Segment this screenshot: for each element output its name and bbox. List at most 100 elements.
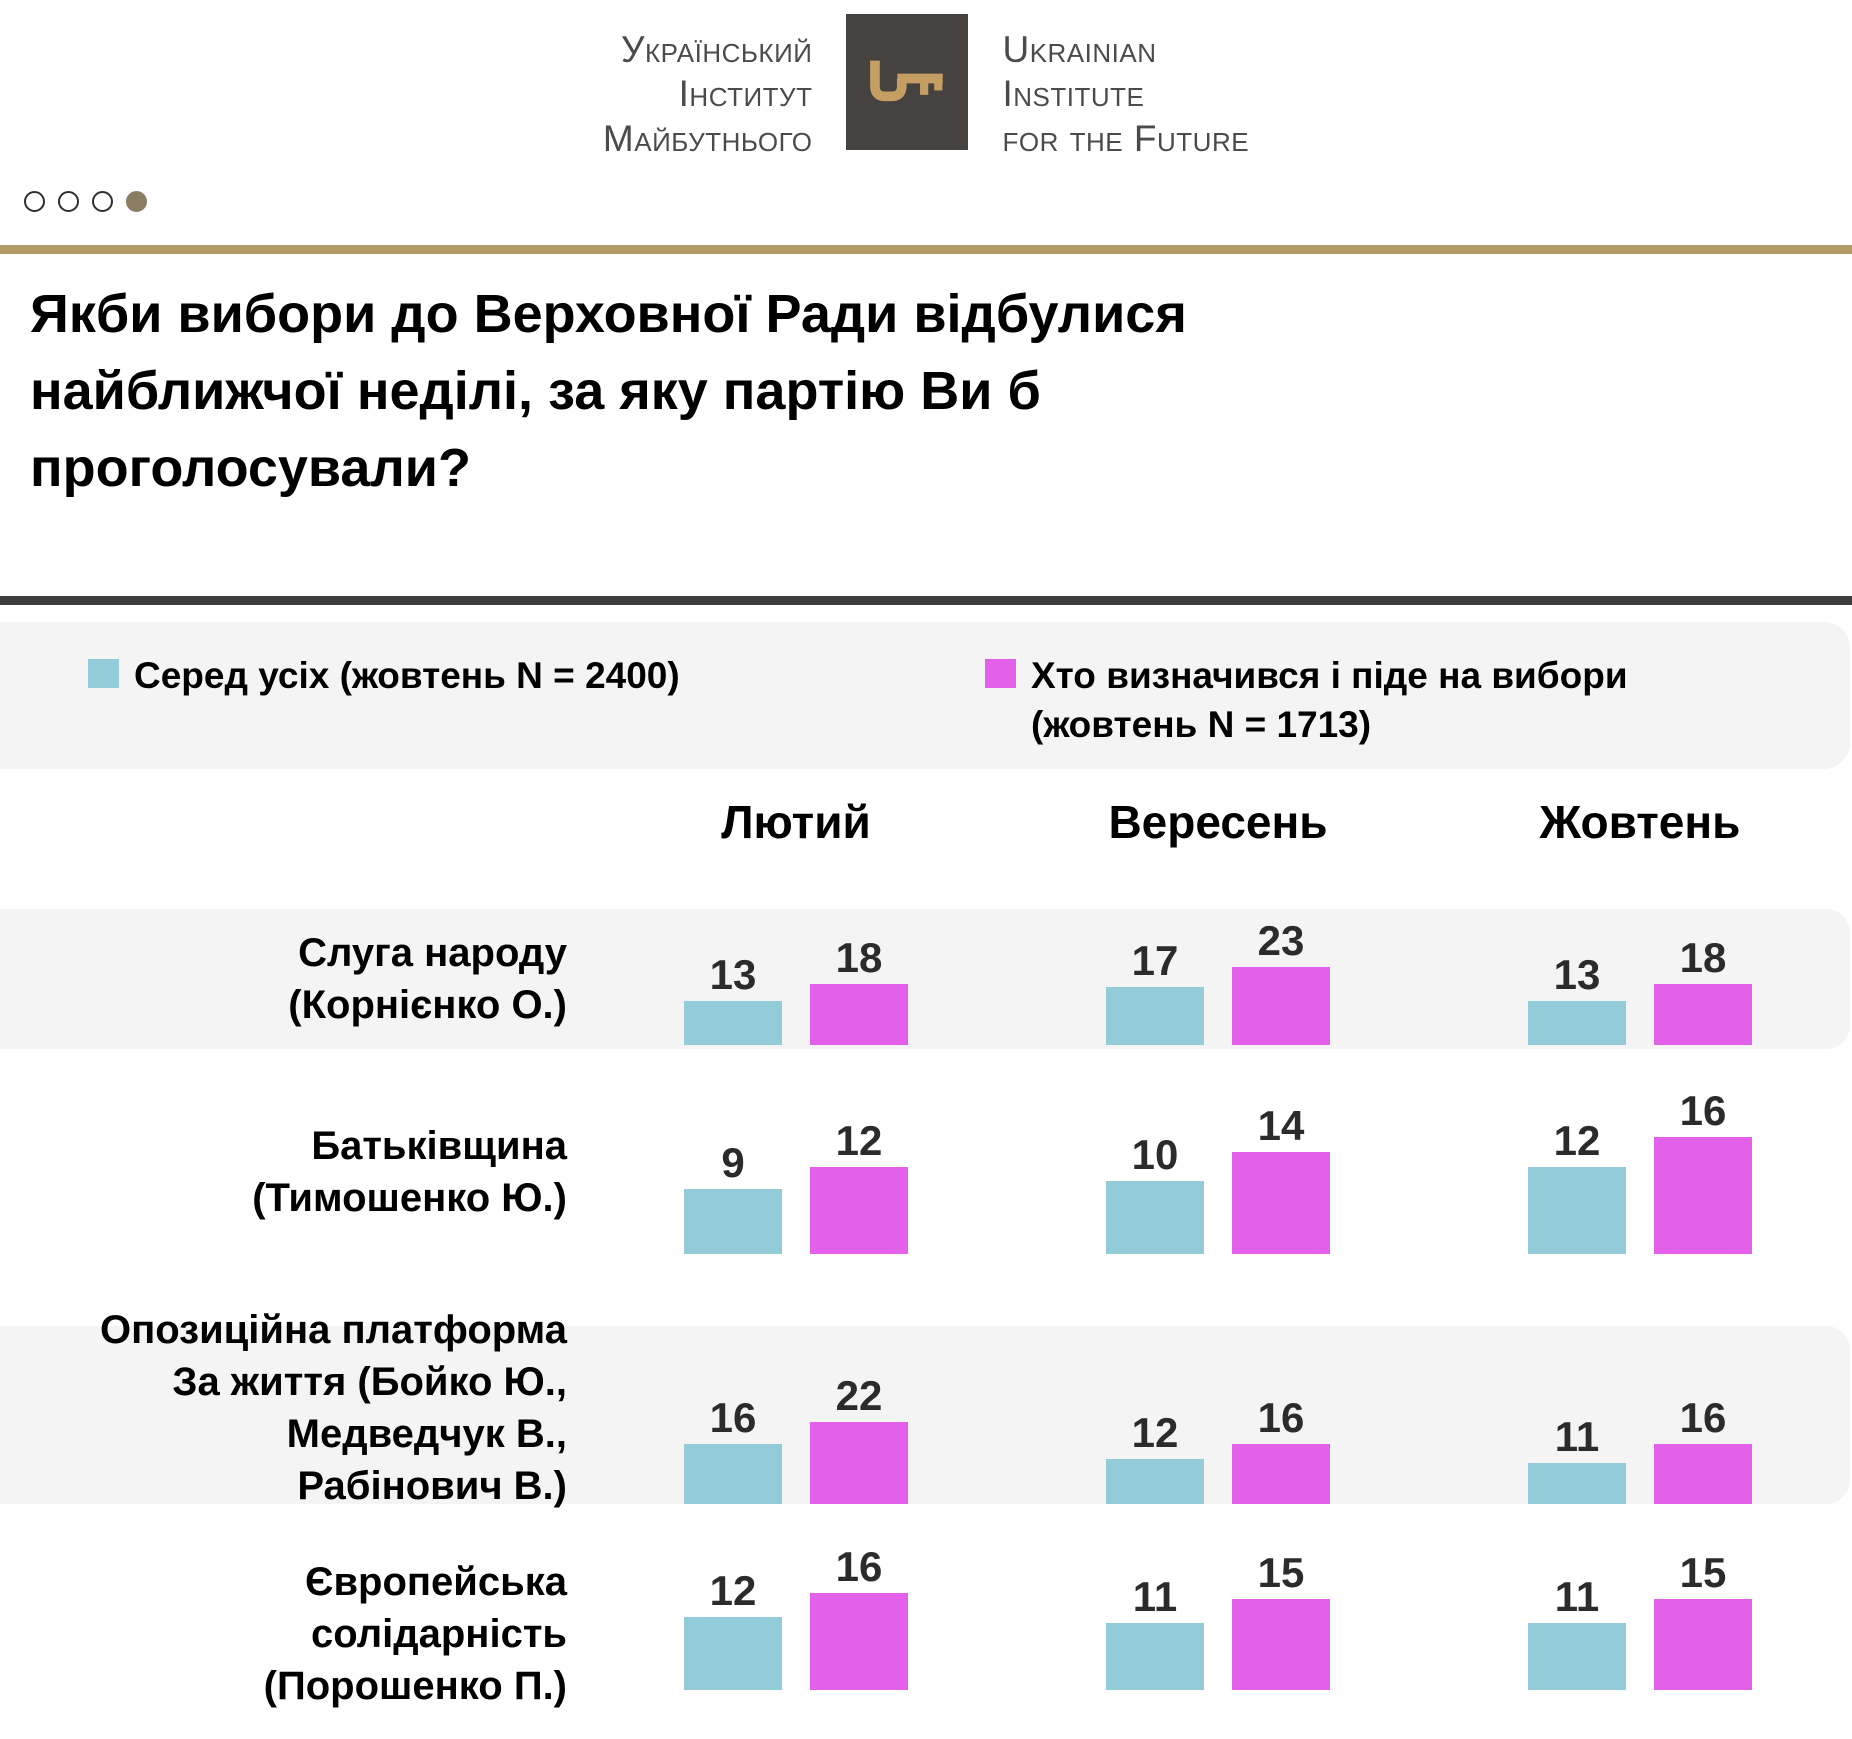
bar-value-label: 16 (835, 1542, 883, 1590)
party-label-line: (Тимошенко Ю.) (252, 1175, 567, 1220)
bar-decided-voters (1654, 1444, 1752, 1505)
bar-all-respondents (1528, 1623, 1626, 1691)
party-label-line: Медведчук В., (286, 1412, 567, 1457)
bar-value-label: 9 (721, 1138, 745, 1186)
bar-value-label: 10 (1131, 1131, 1179, 1179)
legend-swatch-all (88, 659, 119, 689)
gold-divider (0, 245, 1852, 255)
dark-divider (0, 596, 1852, 606)
legend-label-line: Хто визначився і піде на вибори (1031, 655, 1628, 697)
legend-label: Хто визначився і піде на вибори (жовтень … (1031, 652, 1628, 750)
bar-group: 16 (810, 1542, 908, 1691)
bar-pair: 13 18 (1429, 909, 1851, 1049)
legend-swatch-decided (985, 659, 1016, 689)
party-label-line: Рабінович В.) (297, 1464, 567, 1509)
bar-pair: 12 16 (1007, 1304, 1429, 1512)
bar-group: 22 (810, 1371, 908, 1505)
bar-decided-voters (1654, 1137, 1752, 1255)
legend-label-line: Серед усіх (жовтень N = 2400) (134, 655, 680, 697)
bar-group: 16 (1654, 1090, 1752, 1255)
bar-group: 18 (1654, 934, 1752, 1046)
bar-value-label: 16 (1257, 1394, 1305, 1442)
logo-line: Institute (1002, 73, 1145, 115)
bar-value-label: 22 (835, 1371, 883, 1419)
bar-value-label: 11 (1132, 1573, 1178, 1621)
title-line: Якби вибори до Верховної Ради відбулися (30, 284, 1187, 345)
bar-value-label: 12 (835, 1116, 883, 1164)
bar-value-label: 15 (1257, 1548, 1305, 1596)
party-label: Слуга народу (Корнієнко О.) (0, 909, 585, 1049)
bar-value-label: 12 (1131, 1409, 1179, 1457)
bar-value-label: 18 (835, 934, 883, 981)
bar-value-label: 12 (709, 1567, 757, 1614)
bar-group: 16 (1232, 1394, 1330, 1505)
bar-group: 9 (684, 1138, 782, 1255)
bar-value-label: 13 (709, 951, 757, 998)
legend-item: Серед усіх (жовтень N = 2400) (88, 652, 680, 701)
bar-value-label: 12 (1553, 1116, 1601, 1164)
bar-decided-voters (810, 1166, 908, 1255)
carousel-dot-filled[interactable] (126, 191, 147, 213)
title-line: проголосували? (30, 437, 471, 498)
bar-group: 17 (1106, 937, 1204, 1046)
bar-pair: 10 14 (1007, 1049, 1429, 1264)
bar-decided-voters (1232, 1598, 1330, 1691)
header: Український Інститут Майбутнього Ukrainian… (0, 0, 1852, 161)
bar-group: 13 (1528, 951, 1626, 1046)
month-header-february: Лютий (721, 796, 871, 849)
bar-value-label: 14 (1257, 1102, 1305, 1149)
carousel-dot-outline[interactable] (58, 191, 79, 213)
bar-value-label: 15 (1679, 1548, 1727, 1596)
party-label-line: Слуга народу (298, 931, 567, 976)
bar-decided-voters (1232, 1152, 1330, 1255)
chart-legend: Серед усіх (жовтень N = 2400) Хто визначи… (0, 622, 1850, 770)
bar-value-label: 17 (1131, 937, 1179, 985)
bar-pair: 13 18 (585, 909, 1007, 1049)
bar-group: 11 (1528, 1573, 1626, 1691)
bar-value-label: 11 (1554, 1573, 1600, 1621)
bar-group: 12 (1528, 1116, 1626, 1255)
carousel-dot-outline[interactable] (24, 191, 45, 213)
bar-value-label: 16 (709, 1394, 757, 1442)
carousel-dot-outline[interactable] (92, 191, 113, 213)
bar-decided-voters (1232, 967, 1330, 1046)
party-label: Європейська солідарність (Порошенко П.) (0, 1504, 585, 1738)
bar-group: 18 (810, 934, 908, 1046)
bar-all-respondents (1106, 987, 1204, 1046)
bar-group: 15 (1654, 1548, 1752, 1691)
bar-all-respondents (1528, 1462, 1626, 1505)
bar-pair: 12 16 (1429, 1049, 1851, 1264)
bar-group: 15 (1232, 1548, 1330, 1691)
bar-pair: 9 12 (585, 1049, 1007, 1264)
legend-label: Серед усіх (жовтень N = 2400) (134, 652, 680, 701)
bar-value-label: 18 (1679, 934, 1727, 981)
month-header-october: Жовтень (1539, 796, 1741, 849)
bar-all-respondents (1528, 1001, 1626, 1046)
bar-all-respondents (684, 1188, 782, 1255)
bar-group: 16 (1654, 1397, 1752, 1505)
bar-group: 13 (684, 951, 782, 1046)
logo-box (846, 14, 969, 150)
party-label-line: Опозиційна платформа (100, 1308, 567, 1353)
key-icon (866, 53, 948, 112)
bar-decided-voters (1654, 1598, 1752, 1691)
chart-rows: Слуга народу (Корнієнко О.) 13 18 17 23 13 18 Ба… (0, 909, 1852, 1738)
bar-pair: 12 16 (585, 1504, 1007, 1738)
bar-pair: 11 16 (1429, 1304, 1851, 1512)
logo-line: Український (621, 29, 813, 70)
bar-value-label: 23 (1257, 917, 1305, 964)
party-label-line: (Корнієнко О.) (288, 983, 567, 1028)
bar-all-respondents (1528, 1166, 1626, 1255)
bar-pair: 11 15 (1007, 1504, 1429, 1738)
chart-row: Батьківщина (Тимошенко Ю.) 9 12 10 14 12 16 (0, 1049, 1852, 1264)
month-header-september: Вересень (1108, 796, 1328, 849)
logo-line: Майбутнього (602, 117, 813, 159)
bar-group: 12 (810, 1116, 908, 1255)
bar-group: 23 (1232, 917, 1330, 1046)
carousel-dots (24, 191, 1852, 213)
party-label-line: (Порошенко П.) (263, 1663, 567, 1708)
bar-pair: 11 15 (1429, 1504, 1851, 1738)
bar-value-label: 13 (1553, 951, 1601, 998)
logo-line: Інститут (678, 73, 813, 115)
bar-all-respondents (684, 1444, 782, 1505)
